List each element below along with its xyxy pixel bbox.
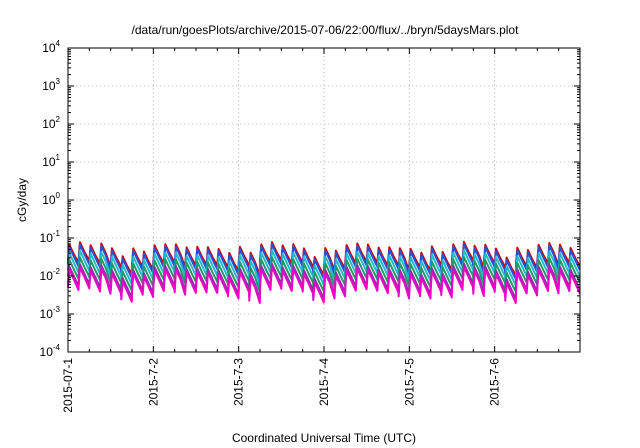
y-tick-label: 10-4: [40, 343, 61, 359]
grid-lines: [68, 48, 580, 352]
y-tick-label: 10-2: [40, 267, 61, 283]
x-tick-label: 2015-7-3: [232, 358, 246, 406]
y-tick-label: 101: [42, 153, 60, 169]
series-lines: [67, 240, 581, 304]
y-tick-label: 102: [42, 115, 60, 131]
y-tick-label: 10-1: [40, 229, 61, 245]
chart-title: /data/run/goesPlots/archive/2015-07-06/2…: [132, 23, 520, 37]
x-tick-label: 2015-7-4: [317, 358, 331, 406]
x-tick-label: 2015-7-2: [146, 358, 160, 406]
x-tick-label: 2015-7-5: [402, 358, 416, 406]
y-tick-label: 103: [42, 77, 60, 93]
series-line-6: [67, 266, 581, 304]
y-tick-label: 10-3: [40, 305, 61, 321]
y-axis-label: cGy/day: [15, 178, 29, 222]
x-tick-label: 2015-7-6: [488, 358, 502, 406]
x-tick-label: 2015-07-1: [61, 358, 75, 413]
x-tick-labels: 2015-07-1 2015-7-2 2015-7-3 2015-7-4 2015-7-…: [61, 358, 502, 413]
axis-ticks: [67, 47, 580, 353]
y-tick-label: 104: [42, 39, 60, 55]
y-tick-labels: 104 103 102 101 100 10-1 10-2 10-3 10-4: [40, 39, 61, 359]
x-axis-label: Coordinated Universal Time (UTC): [232, 431, 416, 445]
y-tick-label: 100: [42, 191, 60, 207]
